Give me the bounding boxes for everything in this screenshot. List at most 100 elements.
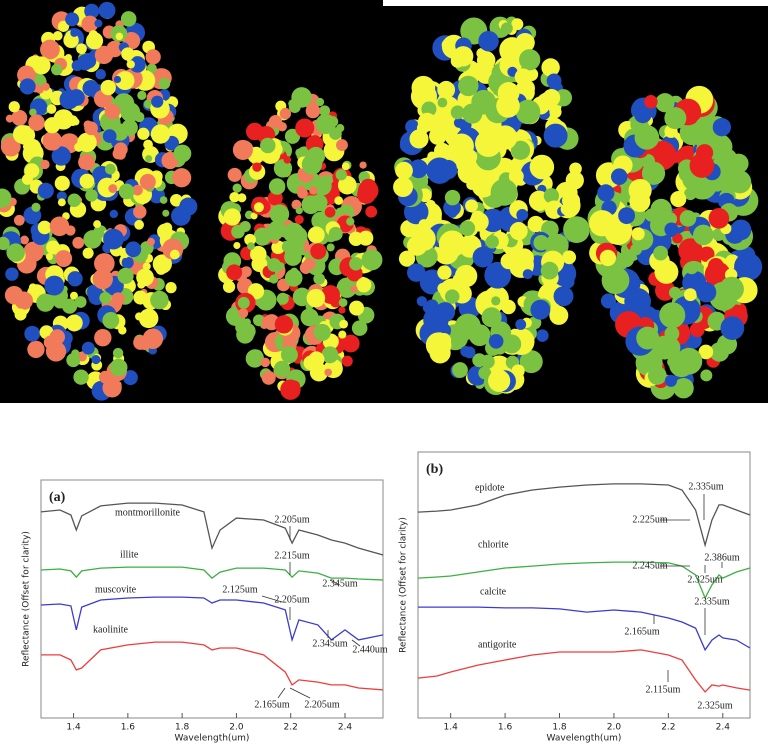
grain bbox=[300, 308, 319, 327]
grain bbox=[28, 114, 45, 131]
grain bbox=[533, 235, 549, 251]
grain bbox=[120, 11, 137, 27]
grain bbox=[488, 369, 511, 392]
grain bbox=[49, 329, 65, 345]
grain bbox=[102, 312, 120, 329]
grain bbox=[348, 231, 364, 247]
grain bbox=[484, 261, 512, 289]
grain bbox=[437, 265, 452, 280]
grain bbox=[695, 117, 713, 136]
grain bbox=[527, 215, 544, 233]
grain bbox=[336, 139, 348, 152]
grain bbox=[0, 136, 21, 157]
grain bbox=[657, 336, 681, 359]
grain bbox=[335, 169, 347, 181]
grain bbox=[253, 314, 265, 327]
grain bbox=[588, 210, 616, 237]
grain bbox=[231, 224, 245, 239]
annotation-arrow bbox=[351, 639, 361, 647]
grain bbox=[0, 236, 10, 251]
annotation: 2.345um bbox=[322, 578, 358, 589]
grain bbox=[510, 140, 531, 160]
grain bbox=[673, 377, 694, 399]
grain bbox=[549, 105, 562, 119]
grain bbox=[250, 212, 258, 220]
grain bbox=[541, 58, 560, 77]
grain bbox=[137, 90, 147, 101]
grain bbox=[359, 178, 377, 196]
grain bbox=[515, 32, 535, 53]
grain bbox=[273, 159, 293, 178]
grain bbox=[134, 219, 144, 230]
grain bbox=[54, 175, 70, 191]
grain bbox=[108, 184, 118, 193]
grain bbox=[656, 140, 670, 154]
annotation: 2.335um bbox=[688, 481, 724, 492]
grain bbox=[40, 159, 50, 170]
grain bbox=[349, 300, 365, 316]
grain bbox=[57, 198, 66, 207]
grain bbox=[102, 378, 122, 398]
grain bbox=[337, 175, 357, 195]
grain bbox=[159, 196, 168, 204]
grain bbox=[14, 291, 33, 310]
series-label: muscovite bbox=[95, 584, 137, 595]
grain bbox=[79, 173, 95, 189]
grain bbox=[276, 292, 289, 305]
grain bbox=[268, 114, 283, 129]
grain bbox=[226, 264, 243, 281]
grain bbox=[620, 249, 634, 262]
x-tick-label: 1.8 bbox=[175, 723, 190, 733]
annotation: 2.386um bbox=[704, 552, 740, 563]
grain bbox=[118, 183, 135, 200]
grain bbox=[115, 71, 135, 91]
grain bbox=[273, 360, 291, 378]
grain bbox=[138, 337, 151, 350]
grain bbox=[84, 3, 100, 19]
grain bbox=[696, 282, 717, 303]
grain bbox=[5, 114, 14, 123]
grain bbox=[540, 261, 559, 280]
grain bbox=[321, 346, 339, 364]
grain bbox=[100, 79, 116, 96]
grain bbox=[92, 268, 113, 290]
grain bbox=[22, 143, 31, 151]
grain bbox=[560, 203, 573, 216]
grain bbox=[81, 341, 95, 355]
grain bbox=[450, 105, 465, 120]
panel-label: (a) bbox=[49, 490, 66, 505]
series-label: illite bbox=[120, 549, 139, 560]
y-axis-label: Reflectance (Offset for clarity) bbox=[22, 531, 32, 667]
grain bbox=[55, 250, 73, 267]
grain bbox=[335, 207, 345, 216]
grain bbox=[516, 208, 529, 221]
series-label: epidote bbox=[475, 482, 505, 493]
grain bbox=[103, 228, 124, 250]
grain bbox=[44, 117, 61, 134]
grain bbox=[453, 117, 465, 128]
grain bbox=[647, 366, 667, 385]
grain bbox=[76, 43, 87, 55]
grain bbox=[284, 248, 302, 266]
grain bbox=[269, 274, 279, 284]
grain bbox=[157, 223, 173, 240]
grain bbox=[68, 197, 77, 206]
grain bbox=[501, 299, 516, 315]
grain bbox=[511, 18, 524, 31]
grain bbox=[44, 275, 65, 296]
grain bbox=[132, 184, 143, 196]
grain bbox=[85, 189, 98, 202]
grain bbox=[94, 253, 115, 274]
grain bbox=[351, 320, 368, 336]
grain bbox=[222, 280, 236, 293]
mineral-maps bbox=[0, 0, 768, 403]
grain bbox=[407, 263, 426, 282]
grain bbox=[437, 97, 448, 108]
grain bbox=[700, 369, 713, 382]
grain bbox=[466, 179, 477, 190]
grain bbox=[245, 349, 265, 368]
grain bbox=[514, 68, 532, 86]
grain bbox=[675, 347, 703, 375]
annotation: 2.125um bbox=[222, 584, 258, 595]
grain bbox=[294, 215, 304, 225]
